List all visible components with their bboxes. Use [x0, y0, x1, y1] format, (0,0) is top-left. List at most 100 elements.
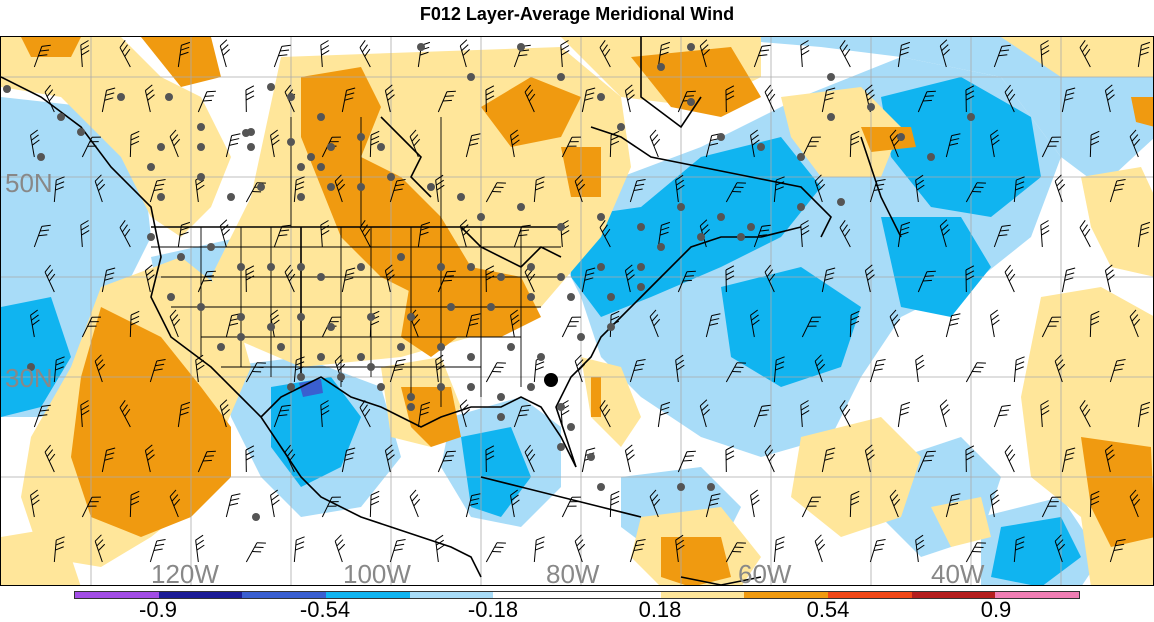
station-marker[interactable] — [927, 153, 935, 161]
station-marker[interactable] — [557, 403, 565, 411]
station-marker[interactable] — [217, 343, 225, 351]
station-marker[interactable] — [387, 173, 395, 181]
station-marker[interactable] — [297, 193, 305, 201]
station-marker[interactable] — [407, 313, 415, 321]
station-marker[interactable] — [597, 483, 605, 491]
highlight-station[interactable] — [544, 373, 558, 387]
station-marker[interactable] — [287, 383, 295, 391]
station-marker[interactable] — [557, 73, 565, 81]
station-marker[interactable] — [207, 243, 215, 251]
station-marker[interactable] — [147, 233, 155, 241]
station-marker[interactable] — [597, 263, 605, 271]
station-marker[interactable] — [637, 223, 645, 231]
station-marker[interactable] — [827, 73, 835, 81]
station-marker[interactable] — [597, 213, 605, 221]
station-marker[interactable] — [247, 128, 255, 136]
station-marker[interactable] — [357, 133, 365, 141]
station-marker[interactable] — [747, 223, 755, 231]
station-marker[interactable] — [447, 303, 455, 311]
station-marker[interactable] — [677, 483, 685, 491]
station-marker[interactable] — [237, 263, 245, 271]
station-marker[interactable] — [267, 323, 275, 331]
station-marker[interactable] — [117, 93, 125, 101]
station-marker[interactable] — [597, 93, 605, 101]
station-marker[interactable] — [467, 73, 475, 81]
station-marker[interactable] — [687, 98, 695, 106]
station-marker[interactable] — [287, 138, 295, 146]
station-marker[interactable] — [157, 143, 165, 151]
observation-stations[interactable] — [3, 43, 975, 521]
station-marker[interactable] — [437, 343, 445, 351]
station-marker[interactable] — [467, 353, 475, 361]
station-marker[interactable] — [267, 263, 275, 271]
station-marker[interactable] — [497, 273, 505, 281]
station-marker[interactable] — [607, 323, 615, 331]
station-marker[interactable] — [327, 143, 335, 151]
station-marker[interactable] — [327, 183, 335, 191]
station-marker[interactable] — [197, 173, 205, 181]
station-marker[interactable] — [197, 303, 205, 311]
station-marker[interactable] — [827, 113, 835, 121]
station-marker[interactable] — [237, 333, 245, 341]
station-marker[interactable] — [327, 323, 335, 331]
station-marker[interactable] — [517, 43, 525, 51]
station-marker[interactable] — [837, 198, 845, 206]
station-marker[interactable] — [897, 133, 905, 141]
station-marker[interactable] — [797, 203, 805, 211]
station-marker[interactable] — [497, 413, 505, 421]
station-marker[interactable] — [357, 263, 365, 271]
station-marker[interactable] — [567, 293, 575, 301]
station-marker[interactable] — [657, 243, 665, 251]
station-marker[interactable] — [257, 183, 265, 191]
station-marker[interactable] — [177, 253, 185, 261]
station-marker[interactable] — [297, 263, 305, 271]
station-marker[interactable] — [617, 123, 625, 131]
station-marker[interactable] — [165, 93, 173, 101]
station-marker[interactable] — [197, 143, 205, 151]
station-marker[interactable] — [252, 513, 260, 521]
station-marker[interactable] — [377, 383, 385, 391]
station-marker[interactable] — [237, 313, 245, 321]
station-marker[interactable] — [567, 423, 575, 431]
map-canvas[interactable]: 50N 30N 120W 100W 80W 60W 40W — [1, 37, 1154, 586]
station-marker[interactable] — [147, 163, 155, 171]
station-marker[interactable] — [317, 113, 325, 121]
station-marker[interactable] — [397, 253, 405, 261]
station-marker[interactable] — [557, 273, 565, 281]
station-marker[interactable] — [357, 183, 365, 191]
station-marker[interactable] — [437, 383, 445, 391]
station-marker[interactable] — [607, 293, 615, 301]
station-marker[interactable] — [557, 443, 565, 451]
station-marker[interactable] — [337, 373, 345, 381]
station-marker[interactable] — [317, 273, 325, 281]
station-marker[interactable] — [637, 283, 645, 291]
station-marker[interactable] — [157, 193, 165, 201]
station-marker[interactable] — [287, 93, 295, 101]
station-marker[interactable] — [797, 153, 805, 161]
station-marker[interactable] — [307, 153, 315, 161]
station-marker[interactable] — [657, 63, 665, 71]
station-marker[interactable] — [487, 303, 495, 311]
station-marker[interactable] — [27, 363, 35, 371]
station-marker[interactable] — [477, 213, 485, 221]
station-marker[interactable] — [687, 43, 695, 51]
station-marker[interactable] — [37, 153, 45, 161]
station-marker[interactable] — [717, 133, 725, 141]
station-marker[interactable] — [527, 383, 535, 391]
station-marker[interactable] — [367, 313, 375, 321]
station-marker[interactable] — [527, 293, 535, 301]
station-marker[interactable] — [77, 128, 85, 136]
station-marker[interactable] — [537, 353, 545, 361]
station-marker[interactable] — [467, 383, 475, 391]
station-marker[interactable] — [167, 293, 175, 301]
station-marker[interactable] — [277, 343, 285, 351]
station-marker[interactable] — [297, 373, 305, 381]
station-marker[interactable] — [517, 203, 525, 211]
station-marker[interactable] — [417, 43, 425, 51]
map-panel[interactable]: 50N 30N 120W 100W 80W 60W 40W — [0, 36, 1154, 586]
station-marker[interactable] — [57, 113, 65, 121]
station-marker[interactable] — [707, 483, 715, 491]
station-marker[interactable] — [427, 183, 435, 191]
station-marker[interactable] — [867, 103, 875, 111]
station-marker[interactable] — [197, 123, 205, 131]
